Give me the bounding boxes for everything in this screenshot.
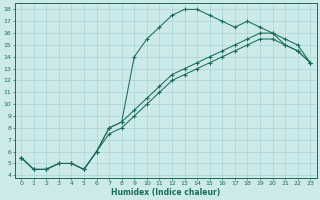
X-axis label: Humidex (Indice chaleur): Humidex (Indice chaleur) xyxy=(111,188,220,197)
